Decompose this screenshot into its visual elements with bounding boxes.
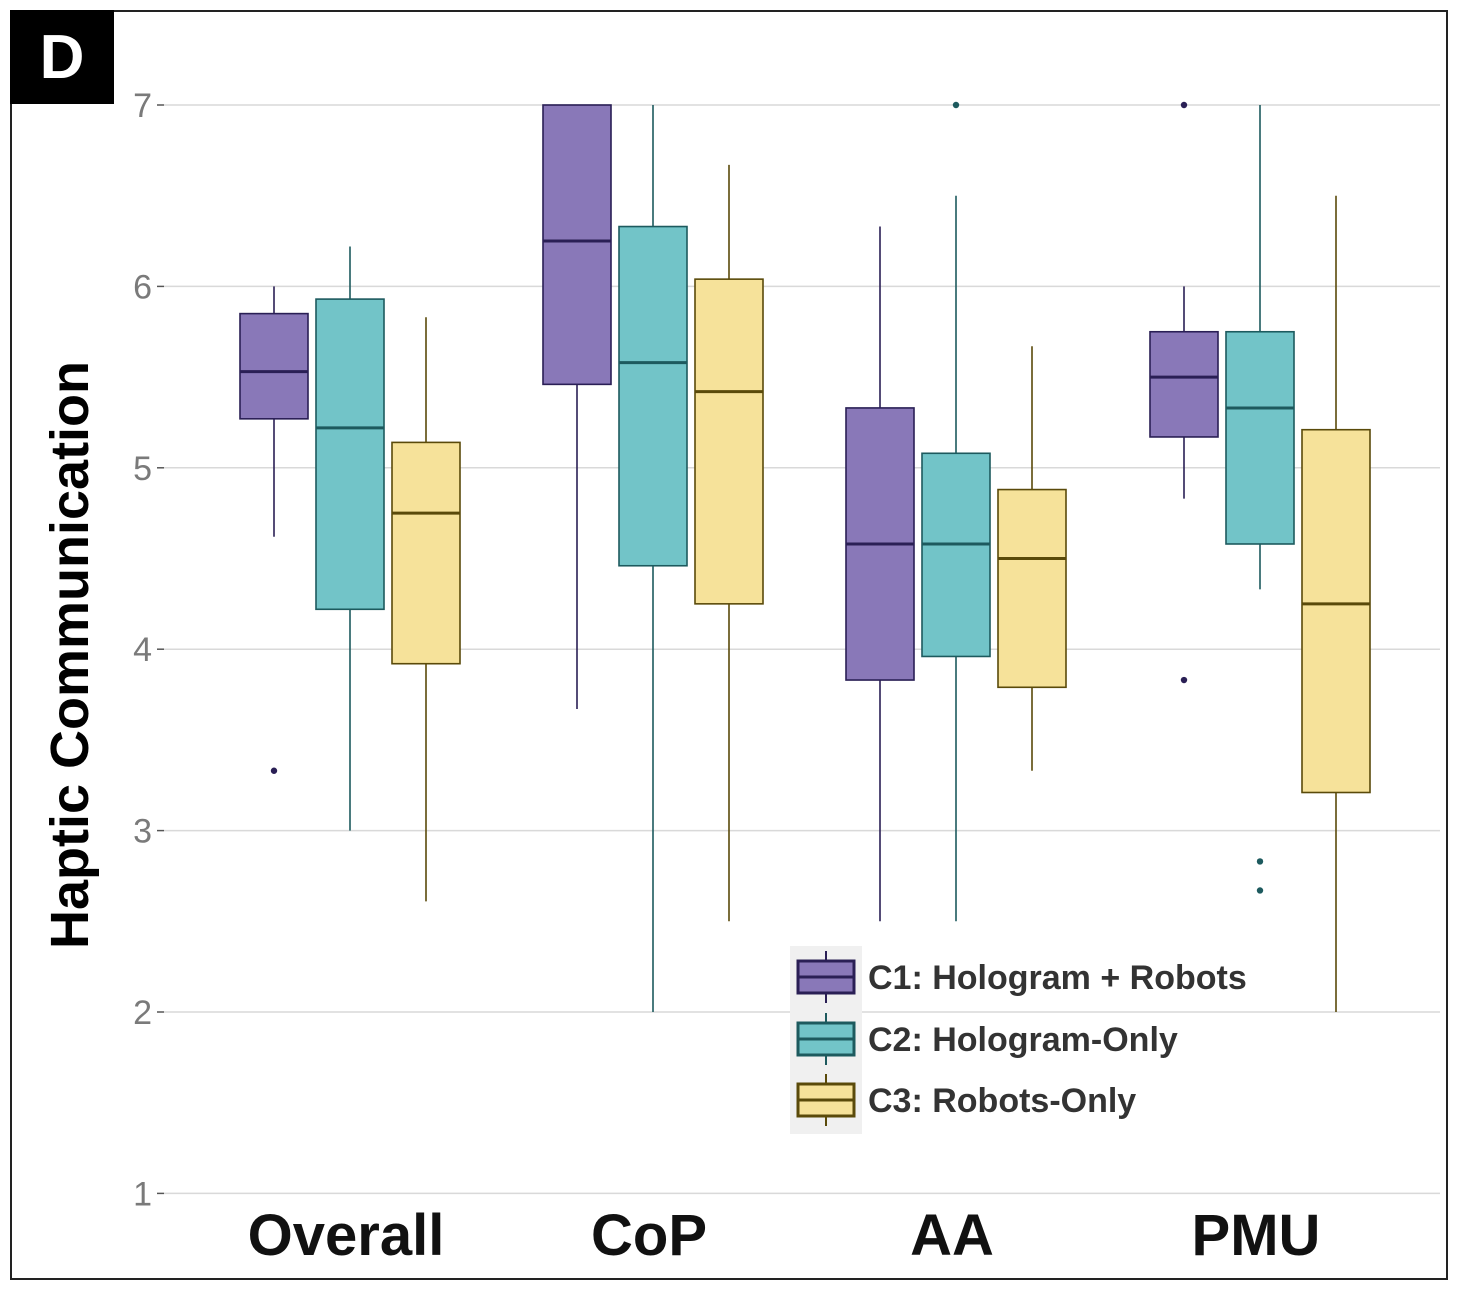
tick-label-y-6: 6 (133, 268, 152, 306)
box-C3-Overall (391, 441, 461, 665)
outlier-C1-PMU-0 (1180, 101, 1188, 109)
tick-label-y-3: 3 (133, 813, 152, 851)
box-C3-CoP (694, 278, 764, 605)
box-C2-CoP (618, 225, 688, 567)
outlier-C2-AA-0 (952, 101, 960, 109)
category-label-AA: AA (910, 1203, 994, 1268)
legend-label-C3: C3: Robots-Only (868, 1082, 1136, 1120)
tick-label-y-2: 2 (133, 994, 152, 1032)
box-C1-CoP (542, 104, 612, 386)
legend-label-C2: C2: Hologram-Only (868, 1021, 1178, 1059)
outlier-C1-PMU-1 (1180, 676, 1188, 684)
category-label-Overall: Overall (248, 1203, 445, 1268)
outlier-C2-PMU-1 (1256, 887, 1264, 894)
tick-label-y-5: 5 (133, 450, 152, 488)
box-C2-Overall (315, 298, 385, 611)
panel-label: D (10, 10, 114, 104)
tick-label-y-4: 4 (133, 631, 152, 669)
category-label-PMU: PMU (1192, 1203, 1321, 1268)
box-C3-AA (997, 488, 1067, 689)
y-axis-label: Haptic Communication (40, 361, 100, 949)
box-C1-Overall (239, 312, 309, 420)
figure-frame (10, 10, 1448, 1280)
tick-label-y-1: 1 (133, 1175, 152, 1213)
category-label-CoP: CoP (591, 1203, 707, 1268)
box-C2-AA (921, 452, 991, 658)
box-C3-PMU (1301, 428, 1371, 794)
outlier-C1-Overall-0 (270, 767, 278, 774)
box-C2-PMU (1225, 330, 1295, 545)
box-C1-PMU (1149, 330, 1219, 438)
outlier-C2-PMU-0 (1256, 858, 1264, 865)
legend-label-C1: C1: Hologram + Robots (868, 959, 1247, 997)
tick-label-y-7: 7 (133, 87, 152, 125)
